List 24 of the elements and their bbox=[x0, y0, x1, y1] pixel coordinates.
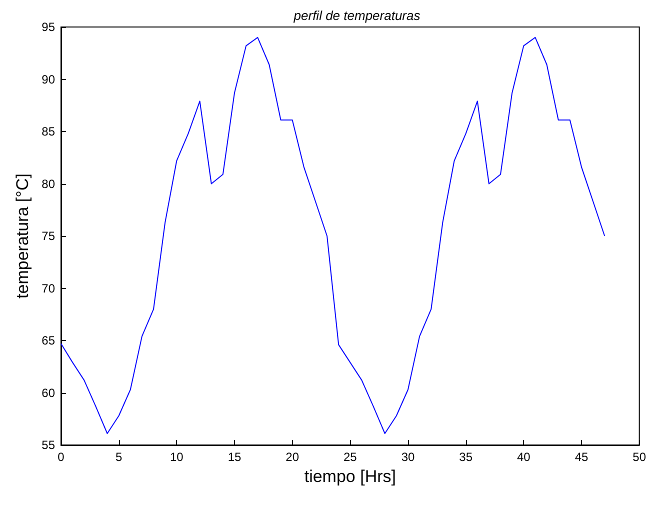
y-tick-label: 95 bbox=[42, 20, 56, 34]
x-tick-label: 45 bbox=[574, 450, 588, 464]
y-tick-label: 55 bbox=[42, 438, 56, 452]
x-tick-label: 50 bbox=[632, 450, 646, 464]
y-tick-label: 90 bbox=[42, 72, 56, 86]
y-tick-label: 70 bbox=[42, 281, 56, 296]
y-tick-label: 75 bbox=[42, 229, 56, 243]
y-tick-label: 60 bbox=[42, 386, 56, 400]
y-tick-label: 65 bbox=[42, 334, 56, 348]
x-tick-label: 10 bbox=[170, 450, 184, 464]
x-tick-label: 0 bbox=[58, 450, 65, 464]
line-series bbox=[60, 36, 606, 434]
y-tick-label: 80 bbox=[42, 176, 56, 191]
x-axis-title: tiempo [Hrs] bbox=[304, 466, 396, 486]
x-tick-label: 20 bbox=[286, 450, 300, 464]
y-axis-title: temperatura [°C] bbox=[12, 174, 32, 298]
x-tick-label: 25 bbox=[343, 450, 358, 464]
x-tick-label: 5 bbox=[115, 450, 122, 464]
chart-title: perfil de temperaturas bbox=[292, 8, 421, 23]
y-tick-label: 85 bbox=[42, 124, 56, 138]
x-tick-label: 15 bbox=[228, 450, 242, 464]
x-tick-label: 30 bbox=[401, 450, 415, 464]
x-tick-label: 35 bbox=[459, 450, 473, 464]
x-tick-label: 40 bbox=[516, 450, 531, 464]
